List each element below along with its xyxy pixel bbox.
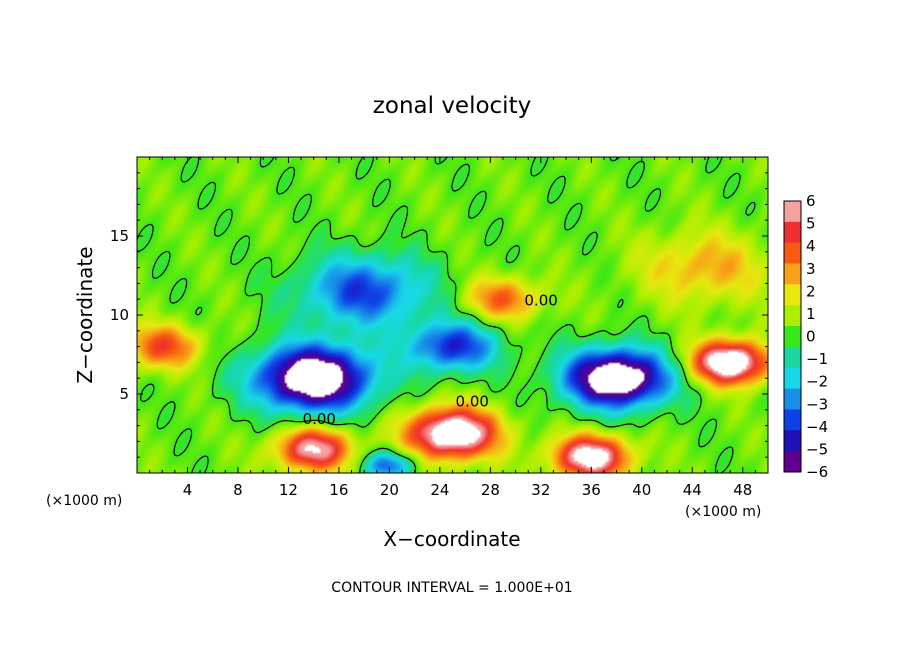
colorbar-swatch: [784, 451, 801, 473]
colorbar-label: −3: [806, 395, 828, 413]
colorbar-label: 1: [806, 305, 816, 323]
chart-title: zonal velocity: [373, 93, 531, 119]
x-tick-label: 8: [233, 481, 243, 499]
y-tick-label: 15: [110, 227, 129, 245]
y-axis-label: Z−coordinate: [73, 246, 97, 383]
contour-lines: 0.00 0.00 0.00: [136, 156, 756, 474]
colorbar-label: 6: [806, 192, 816, 210]
x-tick-label: 36: [582, 481, 601, 499]
colorbar-label: 3: [806, 260, 816, 278]
contour-label: 0.00: [456, 393, 489, 411]
x-tick-label: 4: [183, 481, 193, 499]
colorbar-swatch: [784, 367, 801, 390]
colorbar-label: −2: [806, 373, 828, 391]
colorbar-label: −5: [806, 440, 828, 458]
contour-interval-note: CONTOUR INTERVAL = 1.000E+01: [331, 580, 572, 596]
colorbar-label: 0: [806, 328, 816, 346]
zero-contour: [136, 156, 756, 474]
x-tick-label: 32: [531, 481, 550, 499]
colorbar-swatch: [784, 326, 801, 348]
contour-label: 0.00: [303, 410, 336, 428]
x-tick-label: 24: [430, 481, 449, 499]
x-tick-label: 16: [329, 481, 348, 499]
colorbar-label: −4: [806, 418, 828, 436]
x-unit-right: (×1000 m): [685, 504, 761, 520]
colorbar-swatch: [784, 221, 801, 244]
x-tick-label: 48: [733, 481, 752, 499]
contour-label: 0.00: [524, 292, 557, 310]
x-tick-label: 28: [481, 481, 500, 499]
x-tick-label: 20: [380, 481, 399, 499]
x-axis-ticks: 4 8 12 16 20 24 28 32 36 40 44 48: [149, 157, 756, 499]
colorbar-swatch: [784, 201, 801, 223]
colorbar-swatch: [784, 409, 801, 431]
x-tick-label: 12: [279, 481, 298, 499]
colorbar-label: −1: [806, 350, 828, 368]
colorbar-label: −6: [806, 463, 828, 481]
x-unit-left: (×1000 m): [46, 493, 122, 509]
y-axis-ticks: 5 10 15: [110, 172, 768, 458]
colorbar-swatch: [784, 242, 801, 265]
colorbar-label: 4: [806, 237, 816, 255]
colorbar-swatch: [784, 430, 801, 452]
x-axis-label: X−coordinate: [383, 527, 520, 551]
y-tick-label: 5: [119, 385, 129, 403]
colorbar-swatch: [784, 305, 801, 327]
colorbar-swatch: [784, 388, 801, 410]
colorbar: 6 5 4 3 2 1 0 −1 −2 −3 −4 −5 −6: [783, 192, 828, 481]
plot-area: 0.00 0.00 0.00: [136, 156, 769, 474]
y-tick-label: 10: [110, 306, 129, 324]
x-tick-label: 44: [683, 481, 702, 499]
colorbar-swatch: [784, 263, 801, 285]
colorbar-label: 5: [806, 215, 816, 233]
colorbar-frame: [783, 200, 802, 473]
colorbar-label: 2: [806, 282, 816, 300]
colorbar-swatch: [784, 284, 801, 306]
colorbar-swatch: [784, 346, 801, 369]
x-tick-label: 40: [632, 481, 651, 499]
heatmap-field: [137, 157, 768, 473]
